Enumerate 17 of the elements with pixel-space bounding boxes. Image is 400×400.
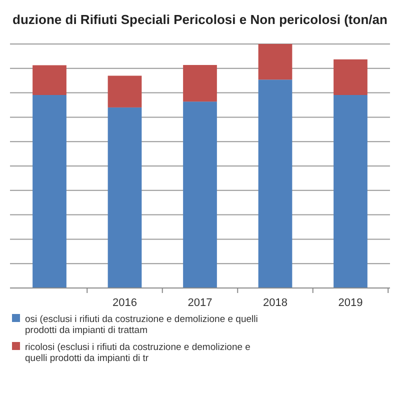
bar (32, 65, 66, 95)
bar (258, 80, 292, 288)
bar (183, 64, 217, 102)
x-tick-label: 2016 (112, 297, 137, 309)
bar (334, 94, 368, 288)
bar (32, 94, 66, 288)
legend-label: osi (esclusi i rifiuti da costruzione e demolizione e quelli prodotti da impianti di trattam (25, 314, 258, 336)
legend-label: ricolosi (esclusi i rifiuti da costruzione e demolizione e quelli prodotti da impianti di tr (25, 342, 250, 364)
bar (258, 44, 292, 80)
chart-title: duzione di Rifiuti Speciali Pericolosi e Non pericolosi (ton/an (12, 12, 388, 27)
bar (108, 76, 142, 108)
bar (334, 59, 368, 95)
x-tick-label: 2018 (263, 297, 288, 309)
x-tick-label: 2017 (188, 297, 212, 309)
bar (108, 107, 142, 288)
bar (183, 102, 217, 288)
x-tick-label: 2019 (338, 297, 363, 309)
